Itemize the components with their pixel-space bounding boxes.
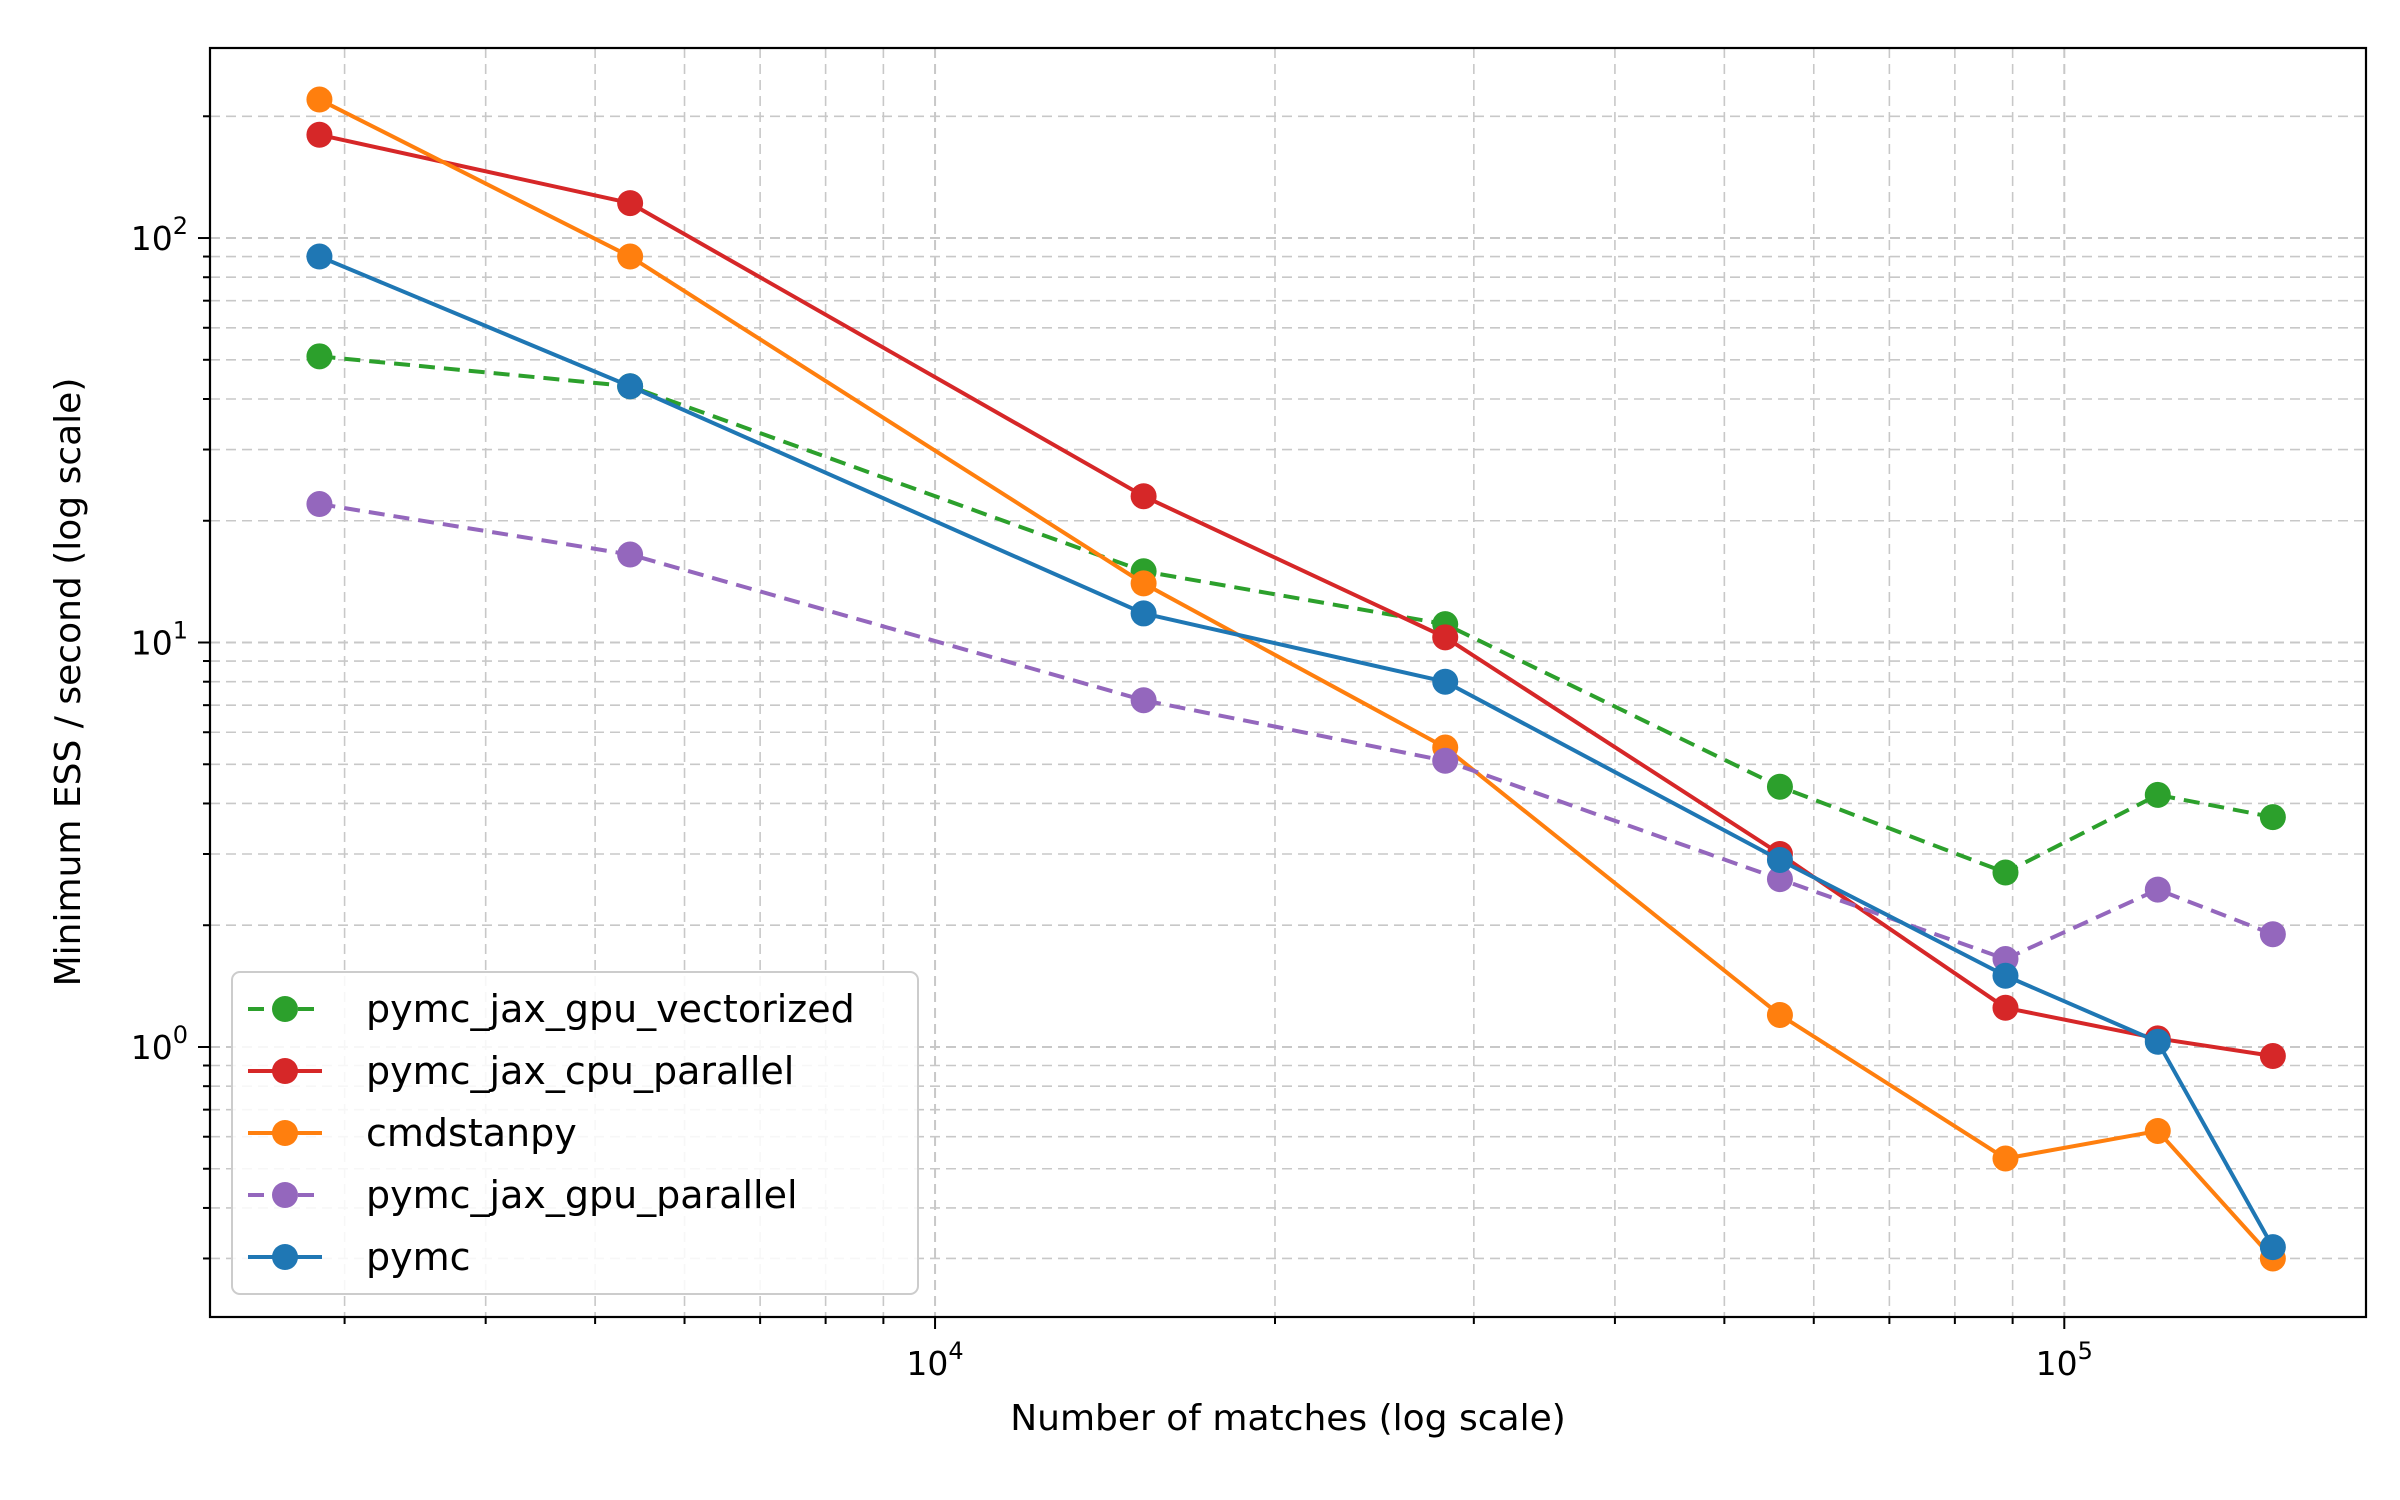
data-point [306,491,333,518]
legend-marker [272,996,298,1022]
data-point [2144,1117,2171,1144]
x-tick-label: 104 [906,1337,963,1383]
data-point [2259,804,2286,831]
data-point [617,373,644,400]
data-point [1130,483,1157,510]
data-point [1432,624,1459,651]
data-point [1130,687,1157,714]
data-point [1432,668,1459,695]
legend-entry: pymc [248,1235,471,1279]
data-point [306,243,333,270]
legend-marker [272,1244,298,1270]
y-tick-label: 102 [131,212,188,258]
data-point [1992,994,2019,1021]
data-point [1432,747,1459,774]
data-point [306,121,333,148]
data-point [1992,1145,2019,1172]
y-tick-label: 100 [131,1021,188,1067]
data-point [2144,1028,2171,1055]
legend-entry: cmdstanpy [248,1111,577,1155]
ticks: 104 105 100 101 102 [131,115,2093,1383]
y-tick-label: 101 [131,617,188,663]
data-point [1992,962,2019,989]
x-axis-label: Number of matches (log scale) [1010,1398,1566,1439]
legend-entry: pymc_jax_gpu_parallel [248,1173,798,1217]
series-line [318,254,2275,1249]
legend-entry: pymc_jax_cpu_parallel [248,1049,794,1093]
y-axis-label: Minimum ESS / second (log scale) [48,378,89,987]
legend-marker [272,1058,298,1084]
legend-entry: pymc_jax_gpu_vectorized [248,987,855,1031]
series-pymc [306,243,2286,1261]
data-point [2259,1042,2286,1069]
legend-marker [272,1120,298,1146]
data-point [617,541,644,568]
legend-label: pymc_jax_cpu_parallel [366,1049,794,1093]
legend-label: pymc_jax_gpu_parallel [366,1173,798,1217]
data-point [1130,600,1157,627]
legend: pymc_jax_gpu_vectorized pymc_jax_cpu_para… [231,971,919,1295]
data-point [1766,846,1793,873]
data-point [2259,921,2286,948]
series-line [319,132,2274,1058]
data-point [617,190,644,217]
legend-label: pymc_jax_gpu_vectorized [366,987,855,1031]
data-point [1766,773,1793,800]
data-point [617,243,644,270]
series-group [306,86,2286,1272]
legend-label: pymc [366,1235,471,1279]
legend-marker [272,1182,298,1208]
data-point [306,86,333,113]
data-point [2259,1234,2286,1261]
data-point [1766,866,1793,893]
series-line [318,97,2275,1260]
series-line [319,502,2274,962]
legend-label: cmdstanpy [366,1111,577,1155]
data-point [2144,781,2171,808]
x-tick-label: 105 [2036,1337,2093,1383]
series-line [319,354,2274,875]
data-point [1992,859,2019,886]
data-point [306,343,333,370]
grid [210,48,2366,1317]
data-point [2144,876,2171,903]
legend-box [231,971,919,1295]
data-point [1766,1001,1793,1028]
data-point [1130,570,1157,597]
